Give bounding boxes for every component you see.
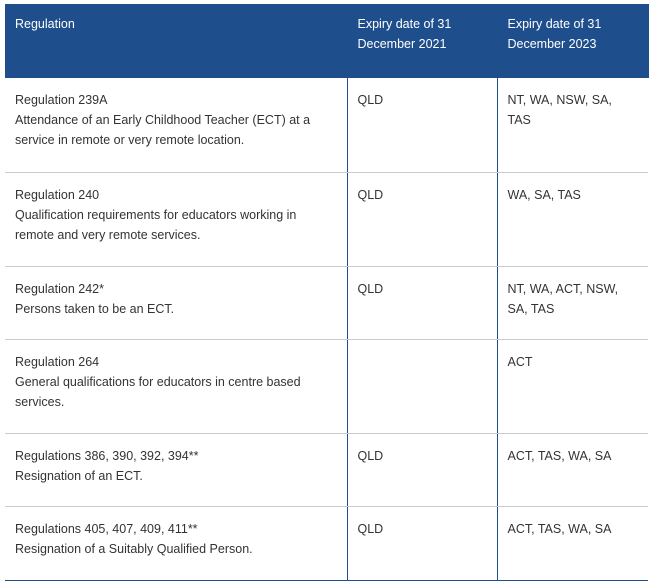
table-row: Regulations 405, 407, 409, 411** Resigna…	[5, 506, 648, 581]
regulation-number: Regulation 240	[15, 187, 100, 202]
expiry-2021-cell: QLD	[346, 266, 497, 340]
expiry-2023-cell: ACT	[496, 339, 648, 434]
expiry-2023-cell: NT, WA, NSW, SA, TAS	[496, 78, 648, 173]
regulation-number: Regulations 386, 390, 392, 394**	[15, 448, 199, 463]
expiry-2021-cell: QLD	[346, 172, 497, 267]
regulation-description: Attendance of an Early Childhood Teacher…	[15, 113, 311, 147]
regulation-number: Regulation 239A	[15, 93, 108, 107]
regulation-expiry-table: Regulation Expiry date of 31 December 20…	[5, 4, 649, 581]
table-row: Regulation 242* Persons taken to be an E…	[5, 266, 648, 340]
expiry-2021-cell	[346, 339, 497, 434]
table-row: Regulation 239A Attendance of an Early C…	[5, 78, 648, 173]
table-body: Regulation 239A Attendance of an Early C…	[5, 78, 648, 581]
header-expiry-2021: Expiry date of 31 December 2021	[346, 4, 498, 78]
expiry-2021-cell: QLD	[346, 433, 497, 507]
expiry-2023-cell: ACT, TAS, WA, SA	[496, 506, 648, 581]
regulation-number: Regulations 405, 407, 409, 411**	[15, 521, 198, 536]
regulation-description: General qualifications for educators in …	[15, 374, 301, 409]
expiry-2021-cell: QLD	[346, 78, 497, 173]
regulation-description: Qualification requirements for educators…	[15, 207, 297, 242]
expiry-2023-cell: NT, WA, ACT, NSW, SA, TAS	[496, 266, 648, 340]
regulation-cell: Regulations 386, 390, 392, 394** Resigna…	[5, 433, 347, 507]
table-row: Regulations 386, 390, 392, 394** Resigna…	[5, 433, 648, 507]
table-row: Regulation 240 Qualification requirement…	[5, 172, 648, 267]
regulation-number: Regulation 242*	[15, 281, 104, 296]
expiry-2023-cell: WA, SA, TAS	[496, 172, 648, 267]
regulation-description: Persons taken to be an ECT.	[15, 301, 175, 316]
header-regulation: Regulation	[5, 4, 348, 78]
table-header: Regulation Expiry date of 31 December 20…	[5, 4, 649, 78]
regulation-cell: Regulation 240 Qualification requirement…	[5, 172, 347, 267]
regulation-cell: Regulation 242* Persons taken to be an E…	[5, 266, 347, 340]
regulation-cell: Regulation 264 General qualifications fo…	[5, 339, 347, 434]
table-row: Regulation 264 General qualifications fo…	[5, 339, 648, 434]
expiry-2021-cell: QLD	[346, 506, 497, 581]
expiry-2023-cell: ACT, TAS, WA, SA	[496, 433, 648, 507]
regulation-description: Resignation of a Suitably Qualified Pers…	[15, 541, 253, 556]
header-expiry-2023: Expiry date of 31 December 2023	[496, 4, 649, 78]
header-row: Regulation Expiry date of 31 December 20…	[5, 4, 649, 78]
regulation-cell: Regulation 239A Attendance of an Early C…	[5, 78, 347, 173]
regulation-number: Regulation 264	[15, 354, 100, 369]
regulation-description: Resignation of an ECT.	[15, 468, 143, 483]
regulation-cell: Regulations 405, 407, 409, 411** Resigna…	[5, 506, 347, 581]
regulation-table-container: Regulation Expiry date of 31 December 20…	[5, 4, 649, 581]
